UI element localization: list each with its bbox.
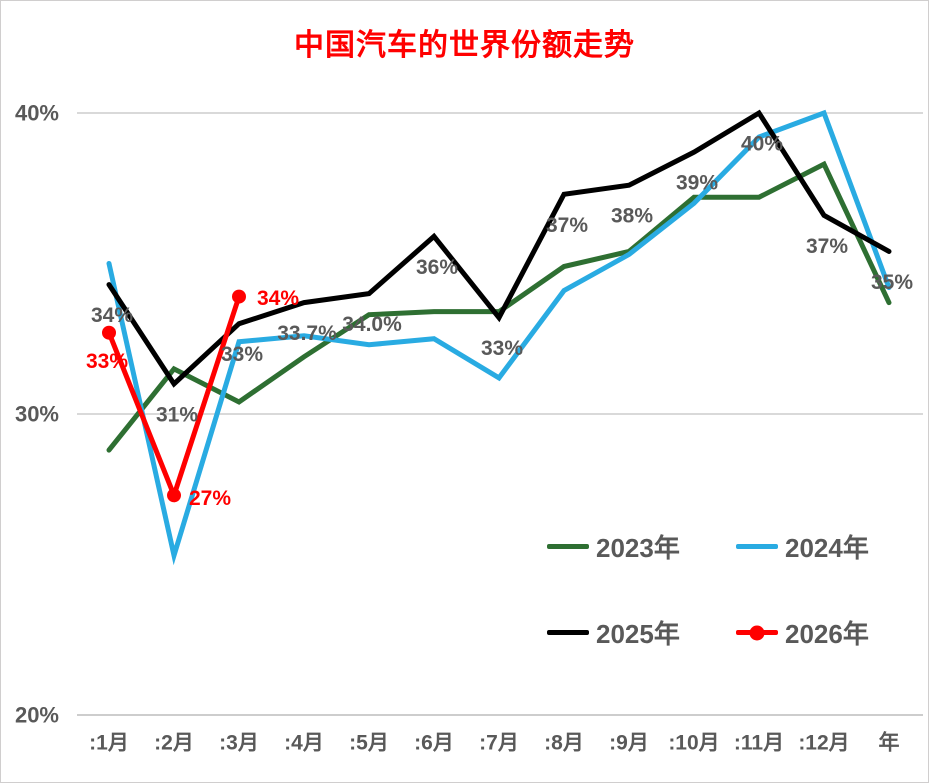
x-axis-tick-label: :11月 [734, 732, 784, 755]
y-axis-tick-label: 40% [15, 101, 59, 126]
legend-line-swatch [547, 544, 589, 549]
legend-item-2023年: 2023年 [547, 528, 736, 565]
x-axis-tick-label: :6月 [414, 732, 454, 755]
legend-item-2024年: 2024年 [736, 528, 869, 565]
series-line-2023年 [106, 160, 892, 453]
data-label-2025年: 31% [156, 403, 198, 426]
legend-item-2026年: 2026年 [736, 614, 869, 651]
x-axis-tick-label: :1月 [89, 732, 129, 755]
legend-label: 2023年 [596, 533, 680, 563]
legend-line-swatch [736, 544, 778, 549]
series-line-2024年 [106, 109, 892, 566]
data-label-2025年: 34% [91, 304, 133, 327]
x-axis-tick-label: :4月 [284, 732, 324, 755]
y-axis-tick-label: 30% [15, 402, 59, 427]
legend-marker-dot [749, 625, 765, 640]
legend-line-swatch [736, 625, 778, 640]
x-axis-tick-label: :10月 [668, 732, 719, 755]
x-axis-tick-label: :8月 [544, 732, 584, 755]
chart-legend: 2023年 2024年 2025年 2026年 [547, 528, 869, 651]
data-label-2025年: 33% [221, 343, 263, 366]
chart-title: 中国汽车的世界份额走势 [294, 29, 635, 62]
x-axis-tick-label: :7月 [479, 732, 519, 755]
y-axis-tick-label: 20% [15, 703, 59, 728]
legend-label: 2024年 [785, 533, 869, 563]
legend-line-swatch [547, 630, 589, 635]
series-line-2025年 [106, 109, 892, 388]
data-label-2025年: 33.7% [277, 322, 337, 345]
data-label-2025年: 37% [806, 235, 848, 258]
x-axis-tick-label: :9月 [609, 732, 649, 755]
data-label-2025年: 37% [546, 214, 588, 237]
legend-label: 2025年 [596, 619, 680, 649]
data-label-2026年: 33% [86, 350, 128, 373]
data-label-2025年: 34.0% [342, 313, 402, 336]
data-label-2025年: 36% [416, 256, 458, 279]
data-label-2025年: 35% [871, 271, 913, 294]
x-axis-tick-label: :5月 [349, 732, 389, 755]
data-label-2025年: 38% [611, 205, 653, 228]
data-label-2026年: 34% [257, 287, 299, 310]
series-marker-2026年 [232, 289, 246, 304]
x-axis-tick-label: :3月 [219, 732, 259, 755]
data-label-2025年: 33% [481, 337, 523, 360]
x-axis-tick-label: :12月 [798, 732, 849, 755]
series-marker-2026年 [167, 488, 181, 503]
data-label-2026年: 27% [189, 487, 231, 510]
legend-item-2025年: 2025年 [547, 614, 736, 651]
data-label-2025年: 40% [741, 133, 783, 156]
data-label-2025年: 39% [676, 172, 718, 195]
x-axis-tick-label: :2月 [154, 732, 194, 755]
legend-label: 2026年 [785, 619, 869, 649]
series-marker-2026年 [102, 325, 116, 340]
x-axis-tick-label: 年 [879, 731, 900, 755]
